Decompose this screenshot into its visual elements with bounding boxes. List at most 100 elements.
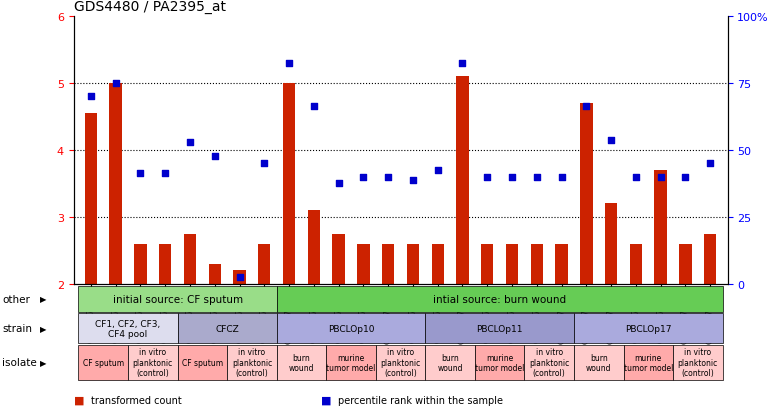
Text: murine
tumor model: murine tumor model (624, 353, 673, 372)
Point (307, 104, 320, 110)
Text: PBCLOp10: PBCLOp10 (327, 324, 375, 333)
Point (84, 93, 97, 100)
Point (258, 160, 270, 167)
Bar (208, 264, 221, 284)
Text: PBCLOp17: PBCLOp17 (625, 324, 672, 333)
Point (407, 177, 420, 184)
Text: burn
wound: burn wound (437, 353, 463, 372)
Bar (177, 345, 227, 380)
Text: in vitro
planktonic
(control): in vitro planktonic (control) (380, 348, 421, 377)
Bar (78, 313, 177, 344)
Text: CF sputum: CF sputum (83, 358, 124, 367)
Text: other: other (2, 294, 30, 304)
Text: CF1, CF2, CF3,
CF4 pool: CF1, CF2, CF3, CF4 pool (95, 319, 161, 338)
Bar (258, 244, 270, 284)
Point (556, 174, 568, 180)
Point (357, 174, 369, 180)
Text: murine
tumor model: murine tumor model (327, 353, 375, 372)
Point (109, 80, 122, 87)
Text: CFCZ: CFCZ (215, 324, 239, 333)
Point (233, 274, 245, 281)
Bar (357, 244, 369, 284)
Point (382, 174, 394, 180)
Point (183, 139, 196, 146)
Text: GDS4480 / PA2395_at: GDS4480 / PA2395_at (74, 0, 225, 14)
Text: ■: ■ (74, 395, 84, 405)
Bar (283, 83, 295, 284)
Bar (655, 171, 667, 284)
Point (605, 137, 618, 144)
Bar (177, 313, 276, 344)
Point (432, 167, 444, 174)
Bar (680, 244, 692, 284)
Bar (382, 244, 394, 284)
Point (208, 154, 221, 160)
Point (159, 171, 171, 177)
Text: percentile rank within the sample: percentile rank within the sample (338, 395, 503, 405)
Bar (128, 345, 177, 380)
Point (283, 60, 295, 66)
Bar (233, 271, 245, 284)
Text: burn
wound: burn wound (586, 353, 611, 372)
Bar (276, 286, 723, 312)
Text: burn
wound: burn wound (289, 353, 314, 372)
Bar (475, 345, 525, 380)
Point (655, 174, 667, 180)
Point (630, 174, 642, 180)
Bar (307, 211, 320, 284)
Text: transformed count: transformed count (91, 395, 181, 405)
Point (531, 174, 543, 180)
Point (332, 180, 344, 187)
Bar (426, 313, 574, 344)
Bar (84, 114, 97, 284)
Text: ▶: ▶ (40, 358, 46, 367)
Text: in vitro
planktonic
(control): in vitro planktonic (control) (132, 348, 173, 377)
Text: in vitro
planktonic
(control): in vitro planktonic (control) (231, 348, 272, 377)
Bar (432, 244, 444, 284)
Bar (407, 244, 420, 284)
Bar (580, 104, 593, 284)
Bar (326, 345, 375, 380)
Text: in vitro
planktonic
(control): in vitro planktonic (control) (678, 348, 718, 377)
Point (580, 104, 593, 110)
Point (134, 171, 146, 177)
Bar (78, 286, 276, 312)
Text: ▶: ▶ (40, 295, 46, 304)
Bar (574, 345, 624, 380)
Text: initial source: CF sputum: initial source: CF sputum (112, 294, 242, 304)
Point (457, 60, 469, 66)
Bar (134, 244, 146, 284)
Bar (673, 345, 723, 380)
Text: intial source: burn wound: intial source: burn wound (433, 294, 567, 304)
Text: in vitro
planktonic
(control): in vitro planktonic (control) (529, 348, 570, 377)
Bar (159, 244, 171, 284)
Point (704, 160, 717, 167)
Bar (78, 345, 128, 380)
Text: PBCLOp11: PBCLOp11 (476, 324, 523, 333)
Text: ▶: ▶ (40, 324, 46, 333)
Bar (525, 345, 574, 380)
Bar (624, 345, 673, 380)
Bar (276, 345, 326, 380)
Text: CF sputum: CF sputum (182, 358, 223, 367)
Bar (506, 244, 519, 284)
Bar (457, 77, 469, 284)
Bar (630, 244, 642, 284)
Text: strain: strain (2, 323, 33, 334)
Bar (574, 313, 723, 344)
Bar (605, 204, 618, 284)
Point (680, 174, 692, 180)
Bar (704, 234, 717, 284)
Text: murine
tumor model: murine tumor model (475, 353, 524, 372)
Bar (332, 234, 344, 284)
Text: isolate: isolate (2, 357, 37, 368)
Bar (183, 234, 196, 284)
Point (506, 174, 519, 180)
Point (481, 174, 494, 180)
Bar (426, 345, 475, 380)
Bar (531, 244, 543, 284)
Text: ■: ■ (321, 395, 332, 405)
Bar (481, 244, 494, 284)
Bar (227, 345, 276, 380)
Bar (276, 313, 426, 344)
